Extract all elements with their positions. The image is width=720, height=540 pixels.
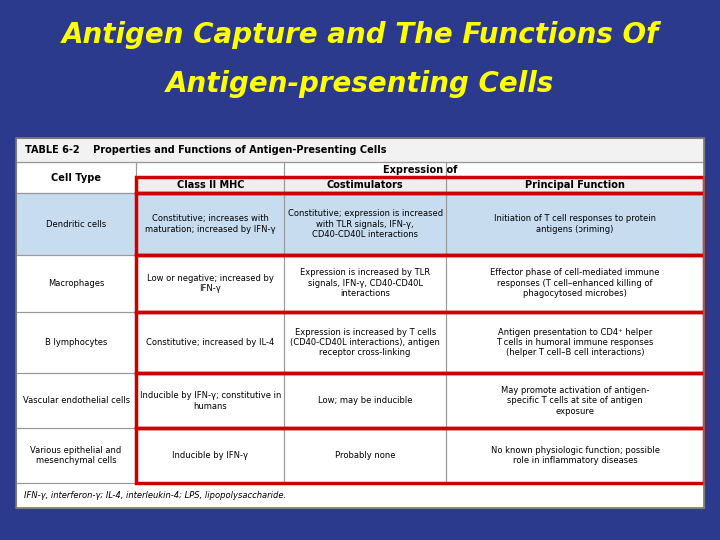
Bar bbox=[16, 428, 136, 483]
Bar bbox=[16, 483, 704, 508]
Text: Principal Function: Principal Function bbox=[525, 180, 625, 190]
Bar bbox=[284, 374, 446, 428]
Text: Probably none: Probably none bbox=[335, 451, 395, 460]
Bar bbox=[136, 193, 284, 255]
Bar bbox=[16, 428, 136, 483]
Bar bbox=[136, 255, 284, 312]
Bar bbox=[284, 255, 446, 312]
Text: Various epithelial and
mesenchymal cells: Various epithelial and mesenchymal cells bbox=[30, 446, 122, 465]
Text: Expression of: Expression of bbox=[383, 165, 457, 175]
Text: Inducible by IFN-γ; constitutive in
humans: Inducible by IFN-γ; constitutive in huma… bbox=[140, 391, 281, 410]
Text: IFN-γ, interferon-γ; IL-4, interleukin-4; LPS, lipopolysaccharide.: IFN-γ, interferon-γ; IL-4, interleukin-4… bbox=[24, 491, 287, 500]
Bar bbox=[284, 163, 446, 193]
Bar bbox=[136, 374, 704, 428]
Bar bbox=[136, 312, 284, 374]
Bar bbox=[16, 193, 136, 255]
Bar bbox=[136, 193, 704, 255]
Text: Macrophages: Macrophages bbox=[48, 279, 104, 288]
Bar bbox=[446, 312, 704, 374]
Text: Antigen-presenting Cells: Antigen-presenting Cells bbox=[166, 70, 554, 98]
Bar bbox=[136, 374, 284, 428]
Text: Effector phase of cell-mediated immune
responses (T cell–enhanced killing of
pha: Effector phase of cell-mediated immune r… bbox=[490, 268, 660, 298]
Bar bbox=[136, 428, 284, 483]
Text: Class II MHC: Class II MHC bbox=[176, 180, 244, 190]
Bar bbox=[16, 255, 136, 312]
Text: Low; may be inducible: Low; may be inducible bbox=[318, 396, 413, 406]
Bar bbox=[446, 312, 704, 374]
Text: Cell Type: Cell Type bbox=[51, 173, 101, 183]
Bar bbox=[136, 312, 284, 374]
Text: Inducible by IFN-γ: Inducible by IFN-γ bbox=[172, 451, 248, 460]
Bar bbox=[16, 163, 704, 193]
Text: Constitutive; expression is increased
with TLR signals, IFN-γ,
CD40-CD40L intera: Constitutive; expression is increased wi… bbox=[287, 210, 443, 239]
Text: Antigen presentation to CD4⁺ helper
T cells in humoral immune responses
(helper : Antigen presentation to CD4⁺ helper T ce… bbox=[496, 328, 654, 357]
Text: Costimulators: Costimulators bbox=[327, 180, 403, 190]
Bar bbox=[16, 193, 136, 255]
Text: Expression is increased by TLR
signals, IFN-γ, CD40-CD40L
interactions: Expression is increased by TLR signals, … bbox=[300, 268, 431, 298]
Bar bbox=[446, 177, 704, 193]
Bar bbox=[284, 374, 446, 428]
Bar bbox=[446, 193, 704, 255]
Bar bbox=[446, 374, 704, 428]
Bar bbox=[136, 177, 284, 193]
Bar bbox=[136, 312, 704, 374]
Bar bbox=[446, 428, 704, 483]
Bar bbox=[16, 163, 704, 193]
Bar bbox=[284, 177, 446, 193]
Bar bbox=[16, 483, 704, 508]
Bar bbox=[16, 312, 136, 374]
Bar bbox=[136, 255, 704, 312]
Bar bbox=[446, 255, 704, 312]
Bar bbox=[136, 193, 284, 255]
Bar bbox=[284, 312, 446, 374]
Bar bbox=[16, 374, 136, 428]
Text: Constitutive; increased by IL-4: Constitutive; increased by IL-4 bbox=[146, 338, 274, 347]
Bar bbox=[446, 374, 704, 428]
Bar bbox=[16, 138, 704, 163]
Bar bbox=[136, 255, 284, 312]
Text: Initiation of T cell responses to protein
antigens (ɔriming): Initiation of T cell responses to protei… bbox=[494, 214, 656, 234]
Text: Constitutive; increases with
maturation; increased by IFN-γ: Constitutive; increases with maturation;… bbox=[145, 214, 276, 234]
Bar bbox=[284, 428, 446, 483]
Bar bbox=[284, 428, 446, 483]
Bar bbox=[284, 193, 446, 255]
Text: Dendritic cells: Dendritic cells bbox=[46, 220, 106, 229]
Bar bbox=[16, 374, 136, 428]
Text: Expression is increased by T cells
(CD40-CD40L interactions), antigen
receptor c: Expression is increased by T cells (CD40… bbox=[290, 328, 440, 357]
Text: TABLE 6-2    Properties and Functions of Antigen-Presenting Cells: TABLE 6-2 Properties and Functions of An… bbox=[24, 145, 387, 155]
Bar bbox=[136, 177, 704, 193]
Text: May promote activation of antigen-
specific T cells at site of antigen
exposure: May promote activation of antigen- speci… bbox=[501, 386, 649, 416]
Bar bbox=[446, 428, 704, 483]
Text: No known physiologic function; possible
role in inflammatory diseases: No known physiologic function; possible … bbox=[490, 446, 660, 465]
Bar bbox=[16, 138, 704, 163]
Bar bbox=[446, 255, 704, 312]
Bar bbox=[16, 255, 136, 312]
Bar bbox=[284, 255, 446, 312]
Text: Antigen Capture and The Functions Of: Antigen Capture and The Functions Of bbox=[61, 21, 659, 49]
Bar bbox=[16, 312, 136, 374]
Bar bbox=[16, 163, 136, 193]
Bar bbox=[136, 374, 284, 428]
Text: Low or negative; increased by
IFN-γ: Low or negative; increased by IFN-γ bbox=[147, 274, 274, 293]
Bar bbox=[284, 312, 446, 374]
Bar bbox=[284, 193, 446, 255]
Text: B lymphocytes: B lymphocytes bbox=[45, 338, 107, 347]
Bar bbox=[136, 428, 284, 483]
Text: Vascular endothelial cells: Vascular endothelial cells bbox=[22, 396, 130, 406]
Bar bbox=[136, 428, 704, 483]
Bar bbox=[446, 163, 704, 193]
Bar bbox=[446, 193, 704, 255]
Bar bbox=[136, 163, 284, 193]
